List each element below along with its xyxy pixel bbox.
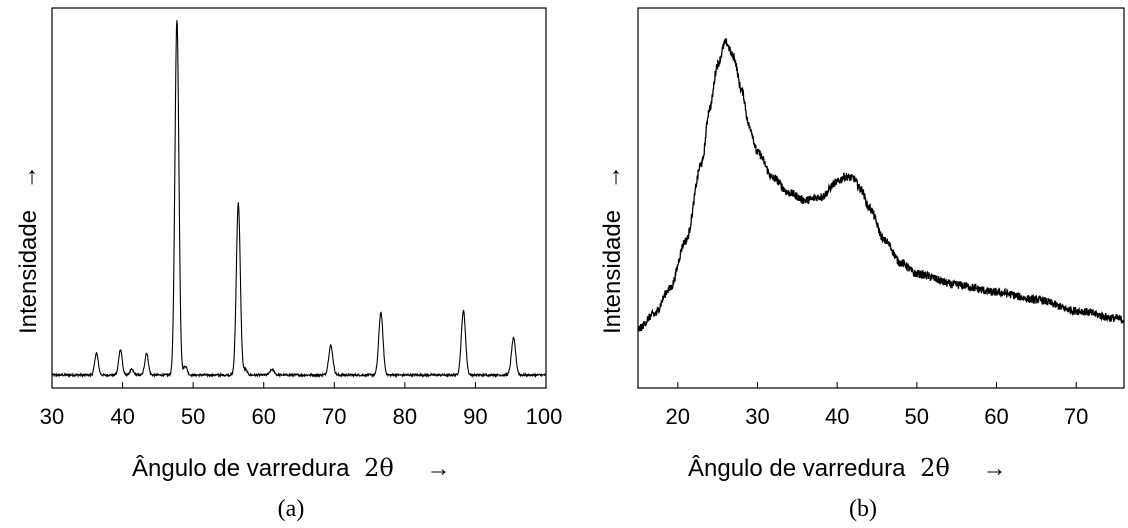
- chart-b-plot-frame: [637, 7, 1125, 389]
- chart-a-x-axis-label-text: Ângulo de varredura: [132, 455, 350, 482]
- chart-a-xtick-label: 40: [110, 404, 134, 429]
- chart-b-y-axis-arrow: →: [599, 165, 626, 189]
- chart-b-xtick-label: 30: [745, 404, 769, 429]
- chart-a-xtick-label: 30: [40, 404, 64, 429]
- chart-a-x-axis-label-symbol: 2θ: [364, 454, 394, 482]
- chart-b-caption: (b): [849, 496, 877, 522]
- chart-a-y-axis-arrow: →: [15, 165, 42, 189]
- chart-b-xtick-label: 40: [825, 404, 849, 429]
- chart-a-y-axis-label-text: Intensidade: [15, 210, 42, 334]
- chart-b-series-line: [637, 38, 1125, 332]
- chart-b-x-axis-label-text: Ângulo de varredura: [688, 455, 906, 482]
- chart-a-xtick-label: 80: [393, 404, 417, 429]
- chart-b-x-ticks: [677, 382, 1077, 388]
- chart-a-xtick-label: 100: [526, 404, 563, 429]
- chart-b-xtick-label: 70: [1064, 404, 1088, 429]
- chart-a-xtick-label: 90: [463, 404, 487, 429]
- chart-b: 20 30 40 50 60 70 Ângulo de varredura 2θ…: [599, 7, 1125, 522]
- chart-b-xtick-label: 60: [984, 404, 1008, 429]
- chart-b-y-axis-label-text: Intensidade: [599, 210, 626, 334]
- chart-b-x-axis-label-symbol: 2θ: [920, 454, 950, 482]
- chart-a-x-ticks: [51, 382, 547, 388]
- chart-b-x-axis-arrow: →: [983, 455, 1007, 482]
- chart-b-x-axis-label: Ângulo de varredura 2θ →: [688, 454, 1007, 482]
- chart-a-x-axis-arrow: →: [427, 455, 451, 482]
- chart-a-y-axis-label: Intensidade →: [15, 165, 42, 334]
- chart-a-xtick-label: 60: [251, 404, 275, 429]
- chart-a: 30 40 50 60 70 80 90 100 Ângulo de varre…: [15, 7, 563, 522]
- chart-b-xtick-label: 20: [666, 404, 690, 429]
- chart-a-series-line: [51, 20, 547, 379]
- chart-a-caption: (a): [278, 496, 305, 522]
- chart-a-x-axis-label: Ângulo de varredura 2θ →: [132, 454, 451, 482]
- chart-b-xtick-label: 50: [905, 404, 929, 429]
- chart-a-xtick-label: 70: [322, 404, 346, 429]
- chart-a-plot-frame: [51, 7, 547, 389]
- chart-a-xtick-label: 50: [181, 404, 205, 429]
- chart-b-y-axis-label: Intensidade →: [599, 165, 626, 334]
